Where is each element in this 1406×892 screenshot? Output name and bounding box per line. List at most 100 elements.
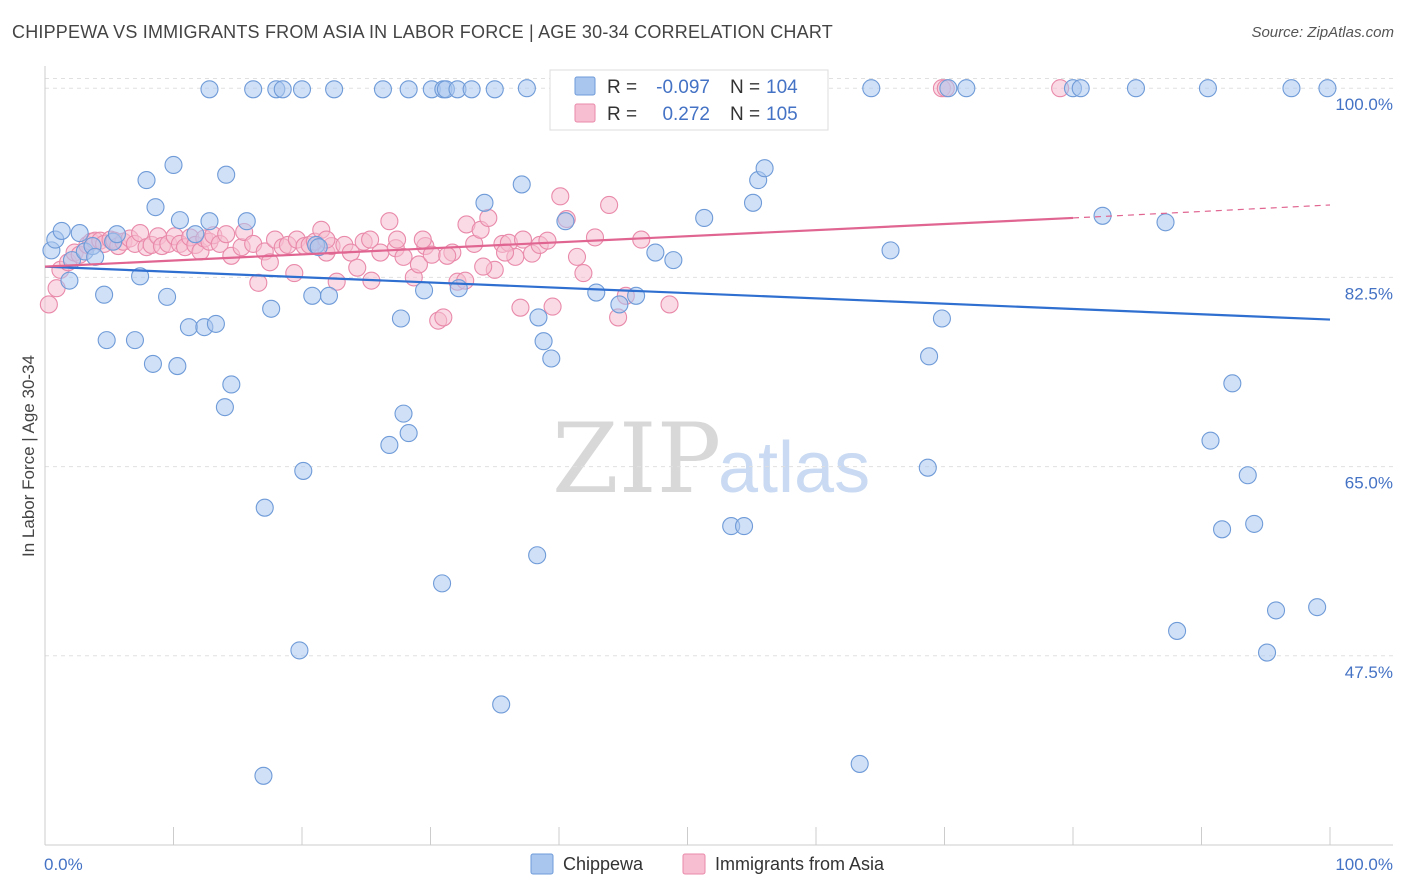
tick-labels: 47.5% 65.0% 82.5% 100.0% 0.0% 100.0%: [44, 95, 1393, 874]
chippewa-point-17: [146, 198, 165, 217]
chippewa-point-97: [1198, 79, 1217, 98]
chippewa-point-99: [1213, 520, 1232, 539]
asia-point-62: [409, 255, 428, 274]
chippewa-point-108: [290, 641, 309, 660]
chippewa-point-12: [107, 225, 127, 244]
asia-point-99: [388, 230, 407, 249]
asia-point-94: [474, 257, 493, 276]
chippewa-point-45: [485, 80, 504, 99]
chippewa-point-87: [918, 458, 937, 477]
chippewa-point-60: [492, 695, 511, 714]
chippewa-point-103: [1257, 643, 1277, 662]
chippewa-point-89: [939, 79, 958, 98]
asia-point-0: [39, 295, 58, 314]
trend-lines: [44, 204, 1331, 321]
chippewa-point-55: [399, 424, 418, 443]
asia-point-40: [260, 253, 279, 272]
grid-lines: [45, 77, 1393, 657]
source-label: Source: ZipAtlas.com: [1251, 24, 1394, 41]
legend-chippewa-label: Chippewa: [563, 854, 644, 874]
chippewa-point-9: [95, 285, 114, 304]
chippewa-point-31: [244, 80, 263, 99]
chippewa-point-22: [179, 318, 198, 337]
chippewa-point-29: [222, 375, 241, 394]
chippewa-point-10: [97, 331, 116, 350]
chippewa-point-50: [309, 238, 328, 257]
x-tick-label-1: 100.0%: [1335, 855, 1393, 874]
watermark-zip: ZIP: [552, 403, 721, 515]
chippewa-point-63: [528, 546, 547, 565]
chippewa-point-53: [391, 309, 410, 328]
asia-point-72: [479, 208, 498, 228]
chippewa-point-2: [52, 221, 71, 240]
chippewa-point-102: [1245, 514, 1264, 533]
chippewa-point-38: [373, 80, 393, 99]
chippewa-point-71: [610, 295, 629, 314]
chippewa-point-13: [125, 331, 144, 350]
chippewa-point-96: [1168, 621, 1187, 640]
asia-point-91: [660, 295, 679, 314]
asia-point-87: [600, 195, 619, 215]
chippewa-point-85: [881, 241, 900, 260]
chippewa-point-78: [734, 517, 754, 536]
asia-trend-line: [44, 216, 1074, 268]
chippewa-point-5: [70, 224, 89, 243]
asia-point-98: [361, 230, 380, 249]
chippewa-point-106: [1318, 79, 1337, 98]
asia-point-85: [574, 264, 593, 283]
chippewa-point-56: [415, 281, 434, 300]
x-tick-label-0: 0.0%: [44, 855, 83, 874]
chippewa-point-23: [186, 225, 205, 244]
chippewa-point-33: [262, 299, 281, 318]
chippewa-point-36: [292, 80, 312, 99]
chippewa-point-27: [215, 398, 234, 417]
chippewa-point-64: [529, 308, 548, 327]
chart-title: CHIPPEWA VS IMMIGRANTS FROM ASIA IN LABO…: [12, 22, 833, 42]
chippewa-point-14: [131, 267, 150, 286]
chippewa-point-35: [273, 80, 292, 99]
asia-point-82: [551, 187, 570, 206]
legend-swatch-pink: [574, 103, 596, 123]
stats-legend: R = -0.097 N = 104 R = 0.272 N = 105: [549, 69, 829, 131]
chippewa-point-67: [556, 212, 575, 231]
chippewa-point-65: [534, 332, 553, 351]
chippewa-point-66: [542, 349, 561, 368]
asia-point-101: [438, 246, 457, 265]
asia-point-95: [495, 243, 515, 262]
chippewa-point-57: [433, 574, 452, 593]
legend-n-value-1: 104: [766, 77, 798, 98]
chippewa-point-81: [755, 159, 774, 178]
chippewa-point-32: [255, 498, 274, 517]
chippewa-point-101: [1238, 466, 1257, 485]
chippewa-point-20: [168, 357, 187, 376]
chippewa-point-62: [517, 79, 536, 98]
chippewa-point-59: [475, 193, 494, 212]
asia-point-96: [511, 298, 530, 317]
chippewa-point-54: [394, 404, 413, 423]
chippewa-point-16: [143, 354, 162, 373]
chippewa-point-90: [957, 79, 976, 98]
y-tick-label-0: 47.5%: [1345, 663, 1393, 682]
legend-n-label-1: N =: [730, 77, 760, 98]
chippewa-point-51: [319, 286, 339, 305]
legend-box: [549, 69, 829, 131]
blue-series-points: [42, 79, 1337, 785]
y-tick-label-3: 100.0%: [1335, 95, 1393, 114]
chippewa-point-21: [170, 211, 189, 230]
asia-point-60: [394, 247, 413, 266]
chippewa-point-105: [1282, 79, 1301, 98]
chippewa-point-109: [1308, 598, 1327, 617]
chippewa-point-44: [462, 80, 481, 99]
chippewa-point-107: [254, 766, 273, 785]
chippewa-point-92: [1071, 79, 1090, 98]
chippewa-point-47: [294, 461, 313, 480]
chippewa-point-3: [60, 271, 79, 290]
asia-point-33: [217, 225, 236, 244]
asia-trend-extension: [1072, 204, 1331, 219]
legend-r-value-2: 0.272: [662, 104, 710, 125]
chippewa-point-52: [380, 435, 399, 455]
asia-point-92: [285, 264, 304, 283]
asia-point-100: [413, 230, 432, 249]
asia-point-58: [380, 212, 399, 231]
